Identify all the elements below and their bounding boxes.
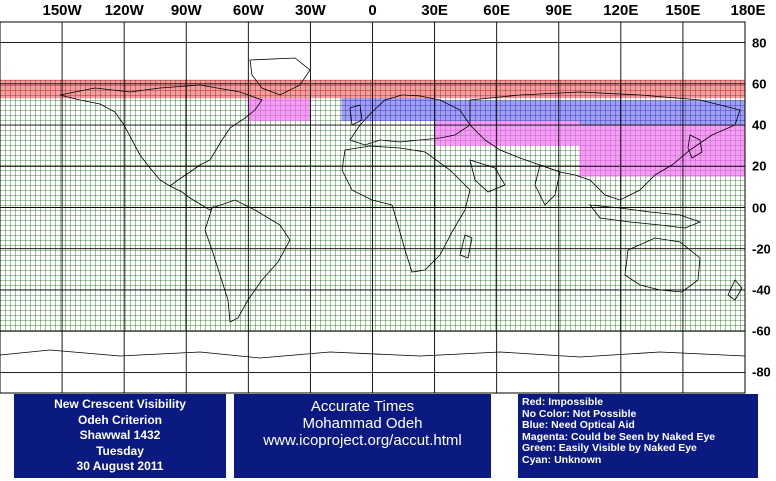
legend-blue: Blue: Need Optical Aid <box>522 419 635 432</box>
coast-south-america <box>204 199 291 323</box>
coast-north-america <box>59 84 263 187</box>
coast-japan <box>687 134 703 159</box>
coast-greenland <box>249 57 311 96</box>
coast-asia <box>469 91 741 201</box>
coastlines <box>0 57 746 359</box>
credit-author: Mohammad Odeh <box>302 415 423 432</box>
coast-africa <box>341 145 471 273</box>
legend-cyan: Cyan: Unknown <box>522 453 602 466</box>
lat-label-80: 80 <box>752 35 767 51</box>
coast-antarctica <box>0 349 746 359</box>
legend-none: No Color: Not Possible <box>522 407 637 420</box>
lon-label-180E: 180E <box>730 2 766 19</box>
coast-central-america <box>169 185 215 211</box>
lat-label--20: -20 <box>752 241 771 257</box>
info-month: Shawwal 1432 <box>79 428 161 442</box>
graticule <box>0 22 746 393</box>
lon-label-60E: 60E <box>483 2 511 19</box>
legend-panel: Red: Impossible No Color: Not Possible B… <box>518 394 758 478</box>
lon-label-90W: 90W <box>170 2 202 19</box>
legend-magenta: Magenta: Could be Seen by Naked Eye <box>522 430 716 443</box>
lon-label-90E: 90E <box>545 2 573 19</box>
legend-red: Red: Impossible <box>522 396 604 408</box>
zone-magenta-6 <box>579 125 745 177</box>
map-frame <box>0 21 746 394</box>
coast-india <box>534 164 561 206</box>
credit-url[interactable]: www.icoproject.org/accut.html <box>263 432 462 449</box>
info-criterion: Odeh Criterion <box>77 412 162 427</box>
credit-title: Accurate Times <box>310 398 415 415</box>
coast-new-zealand <box>727 279 743 301</box>
legend-green: Green: Easily Visible by Naked Eye <box>522 442 697 455</box>
credit-panel: Accurate Times Mohammad Odeh www.icoproj… <box>234 394 491 478</box>
lon-label-150E: 150E <box>665 2 701 19</box>
world-map <box>0 21 746 394</box>
lon-label-0: 0 <box>368 2 377 19</box>
coast-arabia <box>469 159 506 193</box>
coast-australia <box>624 237 701 293</box>
coast-europe <box>349 94 471 146</box>
coast-madagascar <box>459 234 473 259</box>
lon-label-60W: 60W <box>232 2 264 19</box>
lat-label-20: 20 <box>752 158 767 174</box>
lat-label--60: -60 <box>752 323 771 339</box>
lat-label-60: 60 <box>752 76 767 92</box>
lon-label-120W: 120W <box>104 2 144 19</box>
lat-label-40: 40 <box>752 117 767 133</box>
info-title: New Crescent Visibility <box>54 397 186 411</box>
lat-label--80: -80 <box>752 364 771 380</box>
lon-label-30W: 30W <box>294 2 326 19</box>
lon-label-120E: 120E <box>603 2 639 19</box>
lat-label--40: -40 <box>752 282 771 298</box>
lat-label-00: 00 <box>752 200 767 215</box>
info-date: 30 August 2011 <box>76 459 164 473</box>
coast-indonesia <box>589 204 702 229</box>
lon-label-150W: 150W <box>42 2 82 19</box>
info-panel: New Crescent Visibility Odeh Criterion S… <box>14 394 226 478</box>
info-weekday: Tuesday <box>96 443 144 458</box>
lon-label-30E: 30E <box>421 2 448 19</box>
coast-uk <box>349 104 363 126</box>
